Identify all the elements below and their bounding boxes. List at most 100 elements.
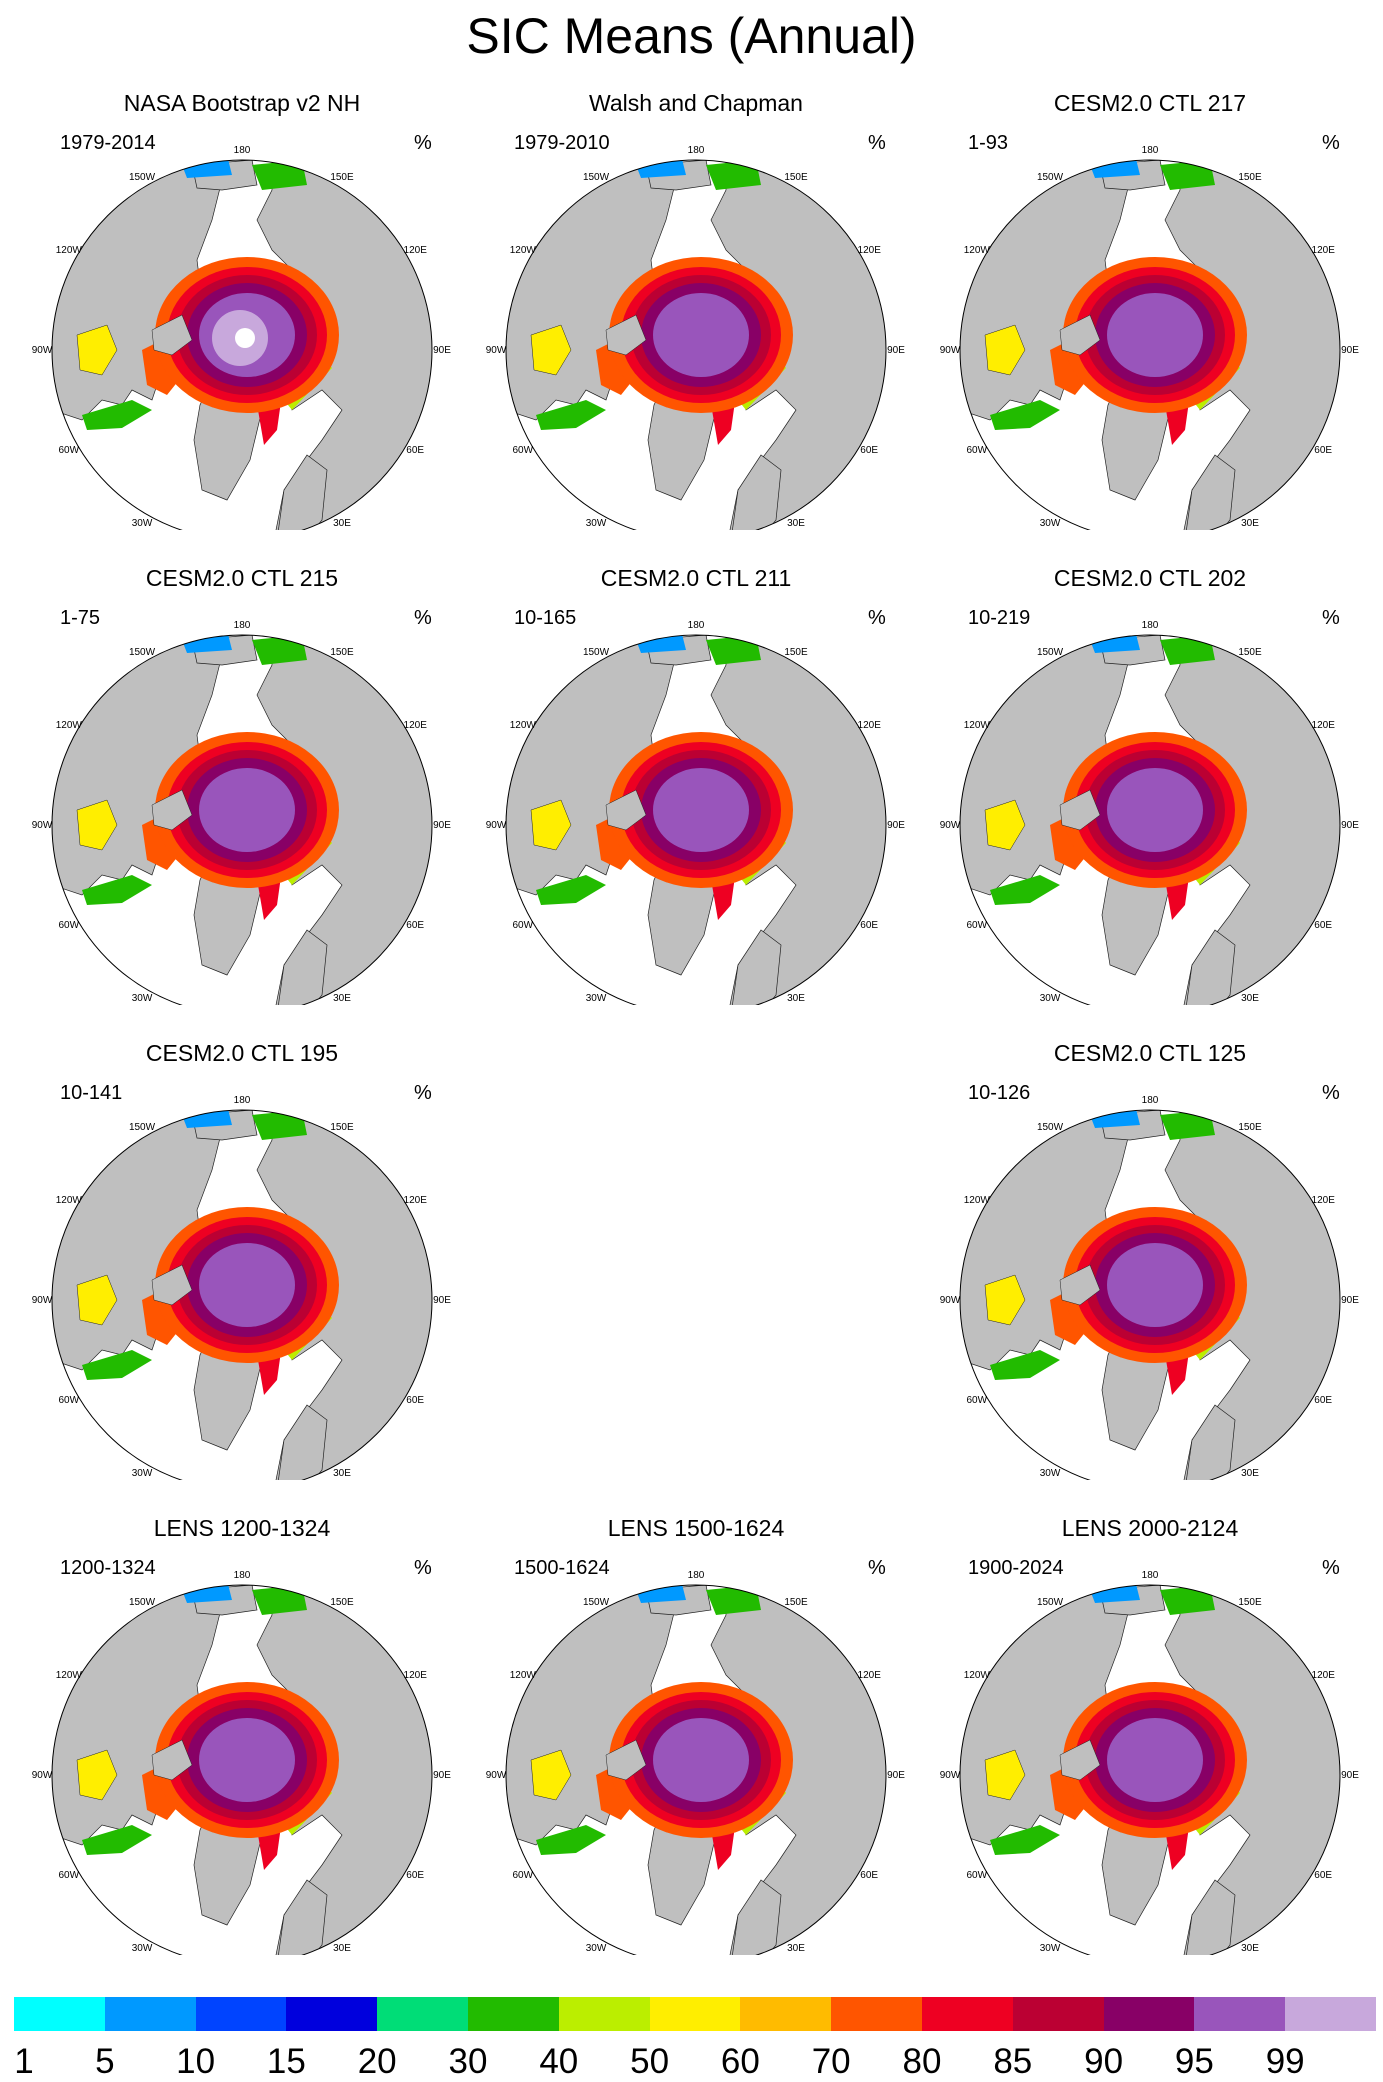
longitude-label: 30E [333,1943,351,1954]
longitude-label: 150E [1238,172,1262,183]
colorbar-label: 70 [811,2042,851,2081]
longitude-label: 90E [887,820,905,831]
bering-ice [1090,160,1140,178]
longitude-label: 60E [1314,920,1332,931]
hudson-bay-ice [984,1274,1026,1326]
panel-units: % [1322,1557,1340,1579]
longitude-label: 120E [404,1670,428,1681]
polar-map: 180150E120E90E60E30E030W60W90W120W150W [32,1570,451,1955]
longitude-label: 150W [1037,172,1064,183]
colorbar-label: 80 [902,2042,942,2081]
longitude-label: 150W [1037,1597,1064,1608]
okhotsk-ice [1160,635,1215,665]
land [605,789,647,831]
longitude-label: 180 [234,620,251,631]
longitude-label: 90W [940,345,961,356]
map-boundary [51,634,433,1005]
longitude-label: 90W [940,1770,961,1781]
land [151,1739,193,1781]
map-boundary [51,1109,433,1480]
longitude-label: 60W [513,445,534,456]
longitude-label: 150W [129,1122,156,1133]
colorbar-label: 30 [448,2042,488,2081]
longitude-label: 180 [234,145,251,156]
longitude-label: 30W [1040,1943,1061,1954]
bering-ice [182,635,232,653]
panel-title: Walsh and Chapman [589,90,803,116]
map-boundary [959,159,1341,530]
labrador-ice [536,1825,606,1855]
okhotsk-ice [252,635,307,665]
longitude-label: 30W [132,993,153,1004]
longitude-label: 90E [433,820,451,831]
colorbar-swatch [1194,1997,1286,2031]
panel-years: 10-126 [968,1082,1031,1104]
map-panel: CESM2.0 CTL 125 10-126% 180 150E 120E 90E 60E 3… [930,1040,1370,1480]
hudson-bay-ice [76,324,118,376]
longitude-label: 180 [1142,145,1159,156]
land [1059,314,1101,356]
longitude-label: 150E [330,647,354,658]
longitude-label: 30E [787,1943,805,1954]
map-boundary [505,1584,887,1955]
longitude-label: 150E [784,647,808,658]
polar-map: 180150E120E90E60E30E030W60W90W120W150W [940,620,1359,1005]
longitude-label: 60W [967,445,988,456]
bering-ice [182,1110,232,1128]
longitude-label: 90E [887,1770,905,1781]
longitude-label: 90E [1341,345,1359,356]
longitude-label: 60W [59,1395,80,1406]
figure-title: SIC Means (Annual) [466,8,917,64]
longitude-label: 120W [56,245,83,256]
panel-title: CESM2.0 CTL 195 [145,1040,339,1066]
longitude-label: 60E [406,1870,424,1881]
map-boundary [505,634,887,1005]
hudson-bay-ice [530,1749,572,1801]
longitude-label: 150E [330,1122,354,1133]
longitude-label: 90W [940,1295,961,1306]
labrador-ice [536,400,606,430]
bering-ice [1090,1585,1140,1603]
longitude-label: 30E [787,518,805,529]
longitude-label: 180 [688,1570,705,1581]
longitude-label: 180 [688,620,705,631]
longitude-label: 30W [132,518,153,529]
longitude-label: 150E [1238,1122,1262,1133]
longitude-label: 60E [1314,1870,1332,1881]
longitude-label: 60W [513,1870,534,1881]
longitude-label: 60E [406,1395,424,1406]
longitude-label: 120W [964,1195,991,1206]
polar-map: 180150E120E90E60E30E030W60W90W120W150W [940,1570,1359,1955]
polar-map: 180150E120E90E60E30E030W60W90W120W150W [32,620,451,1005]
okhotsk-ice [252,1110,307,1140]
longitude-label: 120W [964,245,991,256]
labrador-ice [536,875,606,905]
map-panel: CESM2.0 CTL 215 1-75% 180 150E 120E 90E 60E 30E… [22,565,462,1005]
longitude-label: 30E [1241,1943,1259,1954]
sea-ice-contour [1107,1718,1203,1802]
sea-ice-contour [199,1718,295,1802]
longitude-label: 30E [1241,518,1259,529]
longitude-label: 90E [1341,1770,1359,1781]
polar-map: 180150E120E90E60E30E030W60W90W120W150W [32,1095,451,1480]
sea-ice-contour [1107,1243,1203,1327]
panel-title: CESM2.0 CTL 125 [1053,1040,1247,1066]
longitude-label: 120W [56,720,83,731]
longitude-label: 90W [32,1770,53,1781]
colorbar-swatch [649,1997,741,2031]
colorbar-label: 90 [1084,2042,1124,2081]
longitude-label: 60W [967,1395,988,1406]
panel-years: 1-75 [60,607,101,629]
panel-units: % [414,1082,432,1104]
colorbar-swatch [558,1997,650,2031]
longitude-label: 180 [1142,620,1159,631]
panel-units: % [414,132,432,154]
longitude-label: 30E [333,1468,351,1479]
panel-title: CESM2.0 CTL 202 [1053,565,1247,591]
colorbar-swatch [1012,1997,1104,2031]
map-panel: CESM2.0 CTL 211 10-165% 180 150E 120E 90E 60E 3… [476,565,916,1005]
okhotsk-ice [1160,160,1215,190]
longitude-label: 120W [510,245,537,256]
colorbar-label: 60 [720,2042,760,2081]
colorbar-label: 20 [357,2042,397,2081]
